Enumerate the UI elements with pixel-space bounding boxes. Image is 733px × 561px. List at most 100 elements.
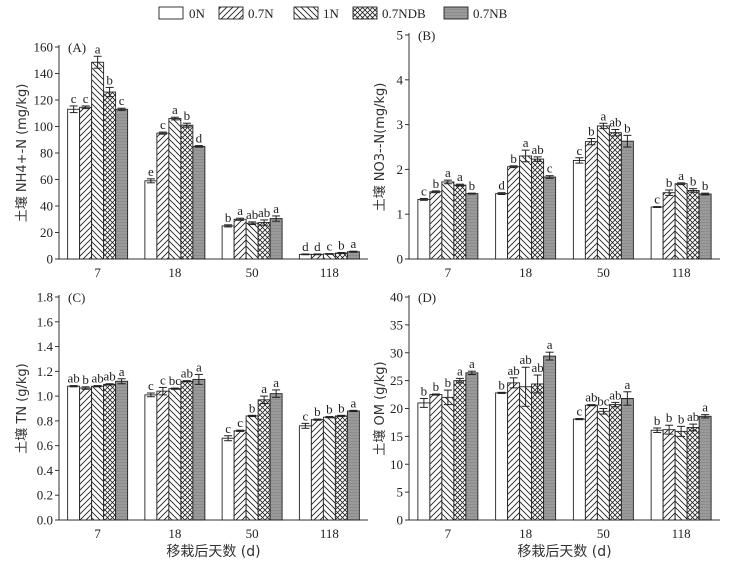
bar-0.7N-50	[233, 430, 247, 521]
bar-1N-7	[441, 181, 455, 260]
bar-0.7NDB-7	[453, 380, 467, 521]
bar-1N-50	[245, 415, 259, 521]
significance-letter: ab	[91, 371, 103, 386]
legend-label-0N: 0N	[189, 6, 206, 21]
panel-a: 0 20 40 60 80 100 120 140 160 (A) 土壤 NH4+-N (mg/kg…	[14, 40, 368, 280]
bar-0.7NB-7	[115, 380, 129, 521]
bar-0.7NB-118	[346, 251, 360, 260]
significance-letter: b	[106, 72, 113, 87]
x-tick-label: 50	[246, 526, 259, 541]
bar-1N-7	[91, 385, 105, 521]
bar-0N-18	[144, 180, 158, 260]
bar-0.7NB-118	[346, 410, 360, 521]
y-tick-label: 3	[397, 117, 404, 132]
panel-c: 0.0 0.2 0.4 0.6 0.8 1.0 1.2 1.4 1.6 1.8 (C) 土壤 TN (…	[14, 290, 368, 560]
significance-letter: b	[666, 175, 673, 190]
significance-letter: c	[326, 239, 332, 254]
significance-letter: c	[160, 372, 166, 387]
x-tick-label: 118	[672, 265, 691, 280]
bar-0.7N-18	[156, 132, 170, 260]
bar-0N-50	[572, 418, 586, 521]
significance-letter: b	[654, 413, 661, 428]
bar-0.7N-18	[507, 382, 521, 521]
bar-0N-7	[67, 385, 81, 521]
bar-0.7NB-18	[192, 145, 206, 260]
y-tick-label: 0	[47, 252, 54, 267]
significance-letter: a	[350, 395, 356, 410]
significance-letter: ab	[609, 115, 621, 130]
significance-letter: b	[249, 400, 256, 415]
significance-letter: c	[71, 91, 77, 106]
x-tick-label: 7	[94, 265, 101, 280]
significance-letter: b	[624, 120, 631, 135]
y-tick-label: 0.2	[37, 488, 53, 503]
bar-0.7NB-7	[115, 108, 129, 260]
significance-letter: a	[457, 169, 463, 184]
bar-1N-7	[91, 61, 105, 260]
bar-0.7N-118	[662, 429, 676, 521]
x-tick-label: 50	[246, 265, 259, 280]
significance-letter: ab	[585, 390, 597, 405]
x-tick-label: 7	[94, 526, 101, 541]
bar-0.7N-50	[584, 141, 598, 260]
bar-0.7N-18	[156, 390, 170, 521]
bar-1N-18	[519, 155, 533, 260]
significance-letter: a	[273, 375, 279, 390]
x-tick-label: 18	[519, 526, 532, 541]
y-tick-label: 0	[397, 252, 404, 267]
bar-1N-50	[245, 222, 259, 260]
bar-0.7N-50	[233, 218, 247, 260]
significance-letter: b	[690, 174, 697, 189]
legend-label-0.7NB: 0.7NB	[473, 6, 508, 21]
significance-letter: a	[547, 337, 553, 352]
significance-letter: a	[237, 203, 243, 218]
significance-letter: d	[302, 239, 309, 254]
significance-letter: ab	[181, 366, 193, 381]
y-tick-label: 35	[390, 317, 403, 332]
bar-1N-18	[168, 118, 182, 260]
significance-letter: a	[445, 165, 451, 180]
y-tick-label: 40	[390, 290, 403, 305]
significance-letter: d	[196, 131, 203, 146]
bar-0.7NDB-18	[180, 124, 194, 260]
x-axis-label: 移栽后天数 (d)	[166, 544, 260, 560]
significance-letter: b	[314, 404, 321, 419]
bar-0N-118	[298, 425, 312, 521]
x-axis-label: 移栽后天数 (d)	[517, 544, 611, 560]
legend-label-0.7NDB: 0.7NDB	[382, 6, 426, 21]
bar-0.7NDB-7	[103, 383, 117, 521]
bar-0.7NB-18	[543, 176, 557, 260]
y-tick-label: 1.4	[37, 339, 54, 354]
bar-0.7NDB-118	[686, 427, 700, 521]
bar-0N-118	[650, 429, 664, 521]
bar-1N-50	[596, 410, 610, 521]
x-tick-label: 18	[168, 526, 181, 541]
significance-letter: a	[172, 102, 178, 117]
bar-0N-7	[67, 108, 81, 260]
significance-letter: ab	[687, 409, 699, 424]
significance-letter: ab	[507, 363, 519, 378]
x-tick-label: 7	[445, 265, 452, 280]
bar-0.7N-7	[429, 191, 443, 260]
y-tick-label: 4	[397, 72, 404, 87]
bar-0.7NDB-7	[103, 91, 117, 260]
y-axis-label: 土壤 TN (g/kg)	[14, 363, 30, 454]
y-tick-label: 0.4	[37, 463, 54, 478]
significance-letter: a	[624, 377, 630, 392]
significance-letter: a	[678, 168, 684, 183]
legend-item-0.7NDB: 0.7NDB	[352, 6, 426, 21]
y-tick-label: 5	[397, 28, 404, 43]
y-tick-label: 20	[390, 401, 403, 416]
x-tick-label: 118	[320, 265, 339, 280]
y-tick-label: 100	[34, 119, 54, 134]
significance-letter: bc	[597, 394, 610, 409]
significance-letter: b	[82, 372, 89, 387]
significance-letter: bc	[169, 373, 182, 388]
bar-0.7NB-18	[192, 378, 206, 521]
y-tick-label: 5	[397, 485, 404, 500]
significance-letter: b	[588, 123, 595, 138]
y-axis-label: 土壤 OM (g/kg)	[372, 361, 388, 455]
significance-letter: d	[498, 178, 505, 193]
significance-letter: c	[148, 378, 154, 393]
significance-letter: a	[261, 381, 267, 396]
